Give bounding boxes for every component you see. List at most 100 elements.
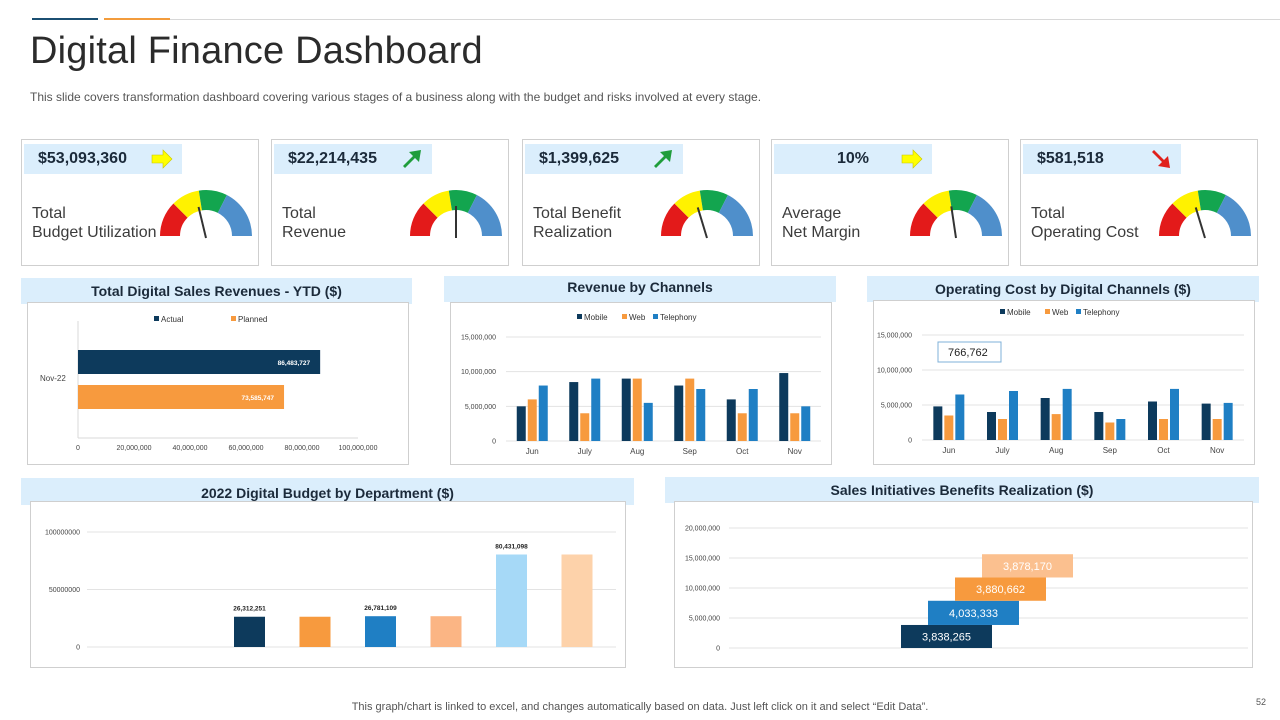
opcost-chart-box[interactable]: 0 5,000,000 10,000,000 15,000,000 Jun July Aug… [873,300,1255,465]
kpi-label: Total Revenue [282,205,347,241]
gauge-segment [1216,195,1251,236]
header-divider [170,19,1280,20]
gauge-icon [661,190,753,239]
kpi-value: $22,214,435 [274,144,432,174]
waterfall-bar [955,577,1046,601]
channels-chart-box[interactable]: 0 5,000,000 10,000,000 15,000,000 Jun July Aug… [450,302,832,465]
gauge-segment [1172,190,1201,218]
y-tick-label: 50000000 [49,587,80,594]
x-tick-label: 60,000,000 [228,445,263,452]
page-subtitle: This slide covers transformation dashboa… [30,90,762,104]
bar-mobile [569,382,579,441]
ytd-chart: 0 20,000,000 40,000,000 60,000,000 80,000,00… [40,315,378,452]
bar-telephony [643,402,653,441]
y-tick-label: 100000000 [45,530,80,537]
kpi-label: Total Operating Cost [1031,205,1139,241]
budget-bar [299,616,331,647]
bar-web [737,413,747,441]
budget-bar [365,616,396,647]
data-label: 73,585,747 [241,395,274,402]
budget-chart-box[interactable]: 0 50000000 100000000 26,312,251 26,781,109 80… [30,501,626,668]
kpi-card-benefit-realization[interactable]: $1,399,625 Total Benefit Realization [522,139,760,266]
data-label: 3,838,265 [922,631,971,643]
bar-web [790,413,800,441]
arrow-right-icon [151,149,173,169]
gauge-icon [1159,190,1251,239]
kpi-value: $581,518 [1023,144,1181,174]
bar-mobile [779,373,789,441]
bar-web [944,415,954,440]
bar-web [1105,422,1115,440]
legend-label: Telephony [1083,308,1119,317]
y-tick-label: 10,000,000 [461,369,496,376]
bar-telephony [538,385,548,441]
data-label: 80,431,098 [495,544,528,551]
legend-label: Mobile [584,313,608,322]
gauge-segment [173,190,202,218]
kpi-label: Total Benefit Realization [533,205,622,241]
bar-telephony [1062,388,1072,440]
bar-telephony [591,378,601,441]
gauge-segment [217,195,252,236]
data-label: 4,033,333 [949,608,998,620]
kpi-card-net-margin[interactable]: 10% Average Net Margin [771,139,1009,266]
legend-swatch [231,316,236,321]
bar-web [1212,419,1222,440]
ytd-chart-title: Total Digital Sales Revenues - YTD ($) [21,278,412,304]
legend-label: Mobile [1007,308,1031,317]
y-tick-label: 20,000,000 [685,526,720,533]
bar-mobile [1201,403,1211,440]
gauge-segment [718,195,753,236]
x-tick-label: Nov [788,447,802,456]
legend-swatch [577,314,582,319]
gauge-segment [699,190,728,213]
y-tick-label: 10,000,000 [877,368,912,375]
gauge-segment [410,203,438,236]
bar-web [1051,414,1061,440]
bar-mobile [674,385,684,441]
y-tick-label: 5,000,000 [881,403,912,410]
waterfall-bar [982,554,1073,578]
ytd-chart-box[interactable]: 0 20,000,000 40,000,000 60,000,000 80,000,00… [27,302,409,465]
page-number: 52 [1255,697,1266,707]
gauge-needle [1194,207,1206,239]
bar-telephony [955,394,965,440]
bar-mobile [933,406,943,440]
bar-web [632,378,642,441]
y-tick-label: 15,000,000 [685,556,720,563]
x-tick-label: Aug [630,447,644,456]
legend-swatch [653,314,658,319]
bar-telephony [1009,391,1018,440]
kpi-card-operating-cost[interactable]: $581,518 Total Operating Cost [1020,139,1258,266]
gauge-segment [423,190,452,218]
x-tick-label: 100,000,000 [339,445,378,452]
y-tick-label: 5,000,000 [465,404,496,411]
y-tick-label: 15,000,000 [461,335,496,342]
kpi-label: Total Budget Utilization [32,205,157,241]
budget-bar [430,616,462,647]
legend-swatch [1076,309,1081,314]
kpi-card-total-revenue[interactable]: $22,214,435 Total Revenue [271,139,509,266]
channels-chart: 0 5,000,000 10,000,000 15,000,000 Jun July Aug… [461,313,821,456]
kpi-card-budget-utilization[interactable]: $53,093,360 Total Budget Utilization [21,139,259,266]
gauge-segment [661,203,689,236]
data-label: 86,483,727 [278,360,311,367]
gauge-segment [198,190,227,213]
y-tick-label: 10,000,000 [685,586,720,593]
callout-box [937,341,1002,363]
arrow-up-right-icon [654,150,672,168]
x-tick-label: 40,000,000 [172,445,207,452]
bar-telephony [1223,402,1233,440]
budget-bar [234,616,265,647]
budget-bar [496,554,527,647]
bar-mobile [987,412,996,440]
legend-swatch [1045,309,1050,314]
page-title: Digital Finance Dashboard [30,30,483,72]
data-label: 3,878,170 [1003,561,1052,573]
arrow-down-right-icon [1152,150,1170,168]
accent-bar-orange [104,18,170,20]
benefits-chart-box[interactable]: 0 5,000,000 10,000,000 15,000,000 20,000,000… [674,501,1253,668]
y-tick-label: 15,000,000 [877,333,912,340]
category-label: Nov-22 [40,374,66,383]
bar-telephony [1116,419,1126,440]
